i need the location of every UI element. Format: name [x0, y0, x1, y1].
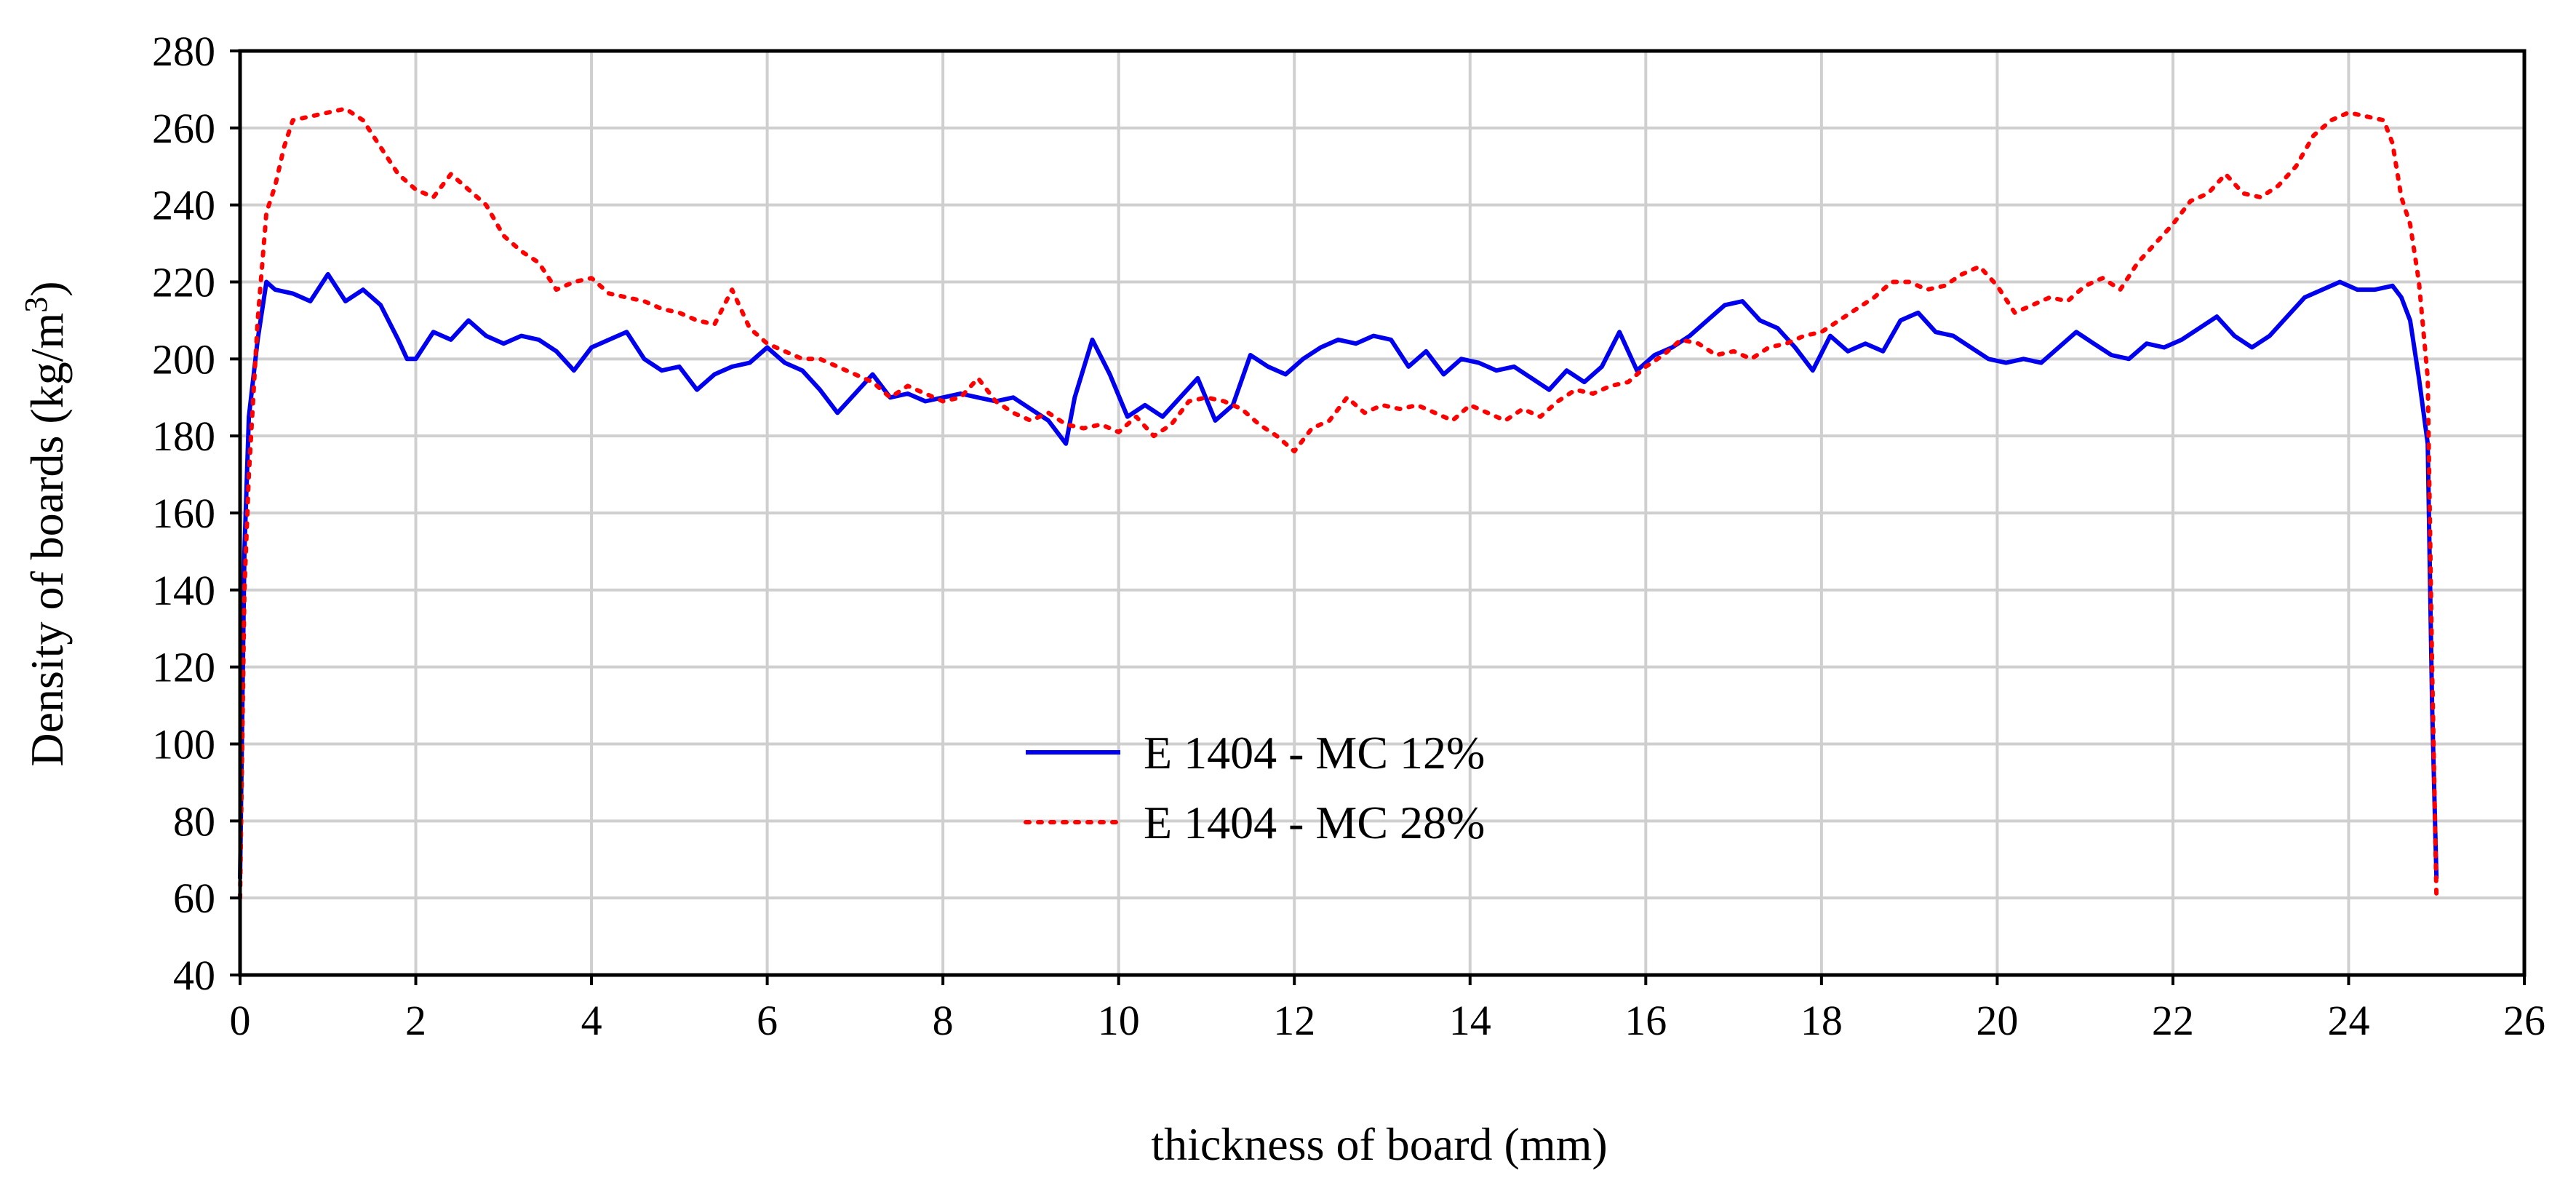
x-tick-label: 10 — [1098, 997, 1140, 1044]
y-tick-label: 180 — [152, 413, 215, 460]
legend-label-mc12: E 1404 - MC 12% — [1144, 727, 1485, 779]
y-tick-label: 240 — [152, 182, 215, 229]
legend-label-mc28: E 1404 - MC 28% — [1144, 797, 1485, 848]
series-line-mc28 — [238, 106, 2439, 901]
y-tick-label: 80 — [173, 797, 215, 845]
ticks: 0 2 4 6 8 10 12 14 16 18 20 22 24 2640608010012014016… — [152, 28, 2545, 1044]
x-tick-label: 12 — [1273, 997, 1315, 1044]
y-tick-label: 140 — [152, 567, 215, 614]
legend: E 1404 - MC 12% E 1404 - MC 28% — [1024, 727, 1485, 848]
x-tick-label: 24 — [2327, 997, 2369, 1044]
y-tick-label: 260 — [152, 105, 215, 152]
x-tick-label: 14 — [1449, 997, 1491, 1044]
y-axis-title-main: Density of boards (kg/m — [21, 313, 73, 767]
y-axis-title-superscript: 3 — [18, 297, 54, 313]
x-tick-label: 6 — [757, 997, 778, 1044]
x-axis-title: thickness of board (mm) — [1151, 1118, 1607, 1170]
x-tick-label: 16 — [1624, 997, 1667, 1044]
x-tick-label: 4 — [581, 997, 602, 1044]
y-tick-label: 40 — [173, 952, 215, 999]
x-tick-label: 22 — [2152, 997, 2194, 1044]
grid — [240, 51, 2524, 975]
y-tick-label: 60 — [173, 875, 215, 922]
x-tick-label: 2 — [405, 997, 426, 1044]
x-tick-label: 0 — [230, 997, 251, 1044]
series-line-mc12 — [238, 271, 2439, 879]
y-axis-title-close: ) — [21, 281, 73, 296]
x-tick-label: 26 — [2503, 997, 2545, 1044]
series-layer — [238, 106, 2439, 901]
y-tick-label: 200 — [152, 335, 215, 383]
y-axis-title: Density of boards (kg/m3) — [18, 281, 73, 766]
x-tick-label: 18 — [1801, 997, 1843, 1044]
y-tick-label: 220 — [152, 259, 215, 306]
x-tick-label: 8 — [933, 997, 954, 1044]
x-tick-label: 20 — [1976, 997, 2018, 1044]
y-tick-label: 100 — [152, 721, 215, 768]
y-tick-label: 160 — [152, 490, 215, 537]
y-tick-label: 280 — [152, 28, 215, 75]
y-tick-label: 120 — [152, 644, 215, 691]
